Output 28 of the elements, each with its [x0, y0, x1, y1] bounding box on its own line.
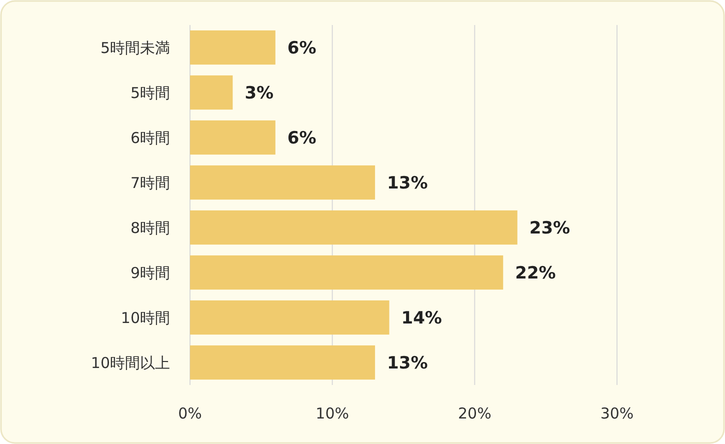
y-tick-label: 10時間以上: [90, 354, 170, 372]
y-tick-label: 7時間: [130, 174, 170, 192]
y-tick-label: 9時間: [130, 264, 170, 282]
bar: [190, 255, 504, 290]
bar: [190, 165, 376, 200]
data-label: 14%: [401, 308, 442, 328]
data-label: 6%: [287, 38, 316, 58]
x-tick-label: 0%: [178, 404, 202, 422]
data-label: 22%: [515, 263, 556, 284]
data-label: 23%: [529, 218, 570, 238]
data-label: 3%: [244, 83, 274, 104]
bar: [190, 210, 518, 245]
bar: [190, 345, 376, 380]
x-tick-label: 20%: [458, 404, 492, 422]
y-tick-label: 8時間: [130, 218, 170, 237]
data-label: 6%: [287, 128, 316, 148]
data-label: 13%: [387, 173, 428, 194]
y-tick-label: 5時間未満: [100, 38, 170, 57]
bar: [190, 30, 276, 65]
x-tick-label: 30%: [600, 404, 634, 422]
data-label: 13%: [387, 353, 428, 374]
y-tick-label: 10時間: [120, 308, 170, 327]
bar: [190, 75, 233, 110]
bar: [190, 300, 390, 335]
y-tick-label: 6時間: [130, 128, 170, 147]
bar: [190, 120, 276, 155]
x-tick-label: 10%: [316, 404, 350, 422]
y-tick-label: 5時間: [130, 84, 170, 102]
